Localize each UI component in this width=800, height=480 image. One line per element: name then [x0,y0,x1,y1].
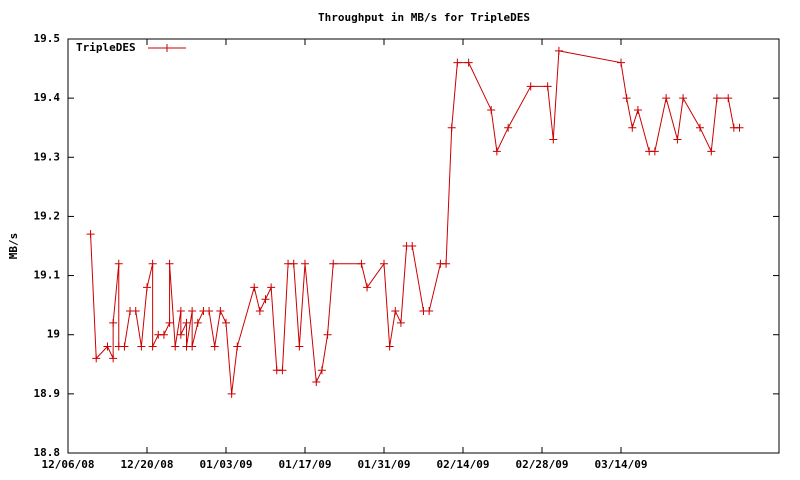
x-tick-label: 12/06/08 [42,458,95,471]
data-point [357,259,366,268]
data-point [109,318,118,327]
y-tick-label: 18.8 [34,446,61,459]
data-point [453,58,462,67]
data-point [92,354,101,363]
data-point [289,259,298,268]
data-point [210,342,219,351]
y-tick-label: 19.5 [34,32,61,45]
data-point [662,94,671,103]
data-point [171,342,180,351]
legend-marker [163,44,171,52]
data-point [735,123,744,132]
y-axis-label: MB/s [7,233,20,260]
data-point [255,307,264,316]
data-point [86,230,95,239]
data-point [227,389,236,398]
data-point [109,354,118,363]
data-point [267,283,276,292]
x-tick-label: 01/03/09 [200,458,253,471]
data-point [712,94,721,103]
data-point [408,242,417,250]
x-tick-label: 02/28/09 [516,458,569,471]
data-point [165,318,174,327]
data-point [165,259,174,268]
x-tick-label: 12/20/08 [121,458,174,471]
data-point [176,307,185,316]
data-point [329,259,338,268]
data-point [312,378,321,387]
data-point [188,307,197,316]
plot-border [67,38,780,454]
data-point [193,318,202,327]
x-tick-label: 01/17/09 [279,458,332,471]
data-line [90,50,740,394]
data-point [143,283,151,292]
data-point [120,342,129,351]
data-point [301,259,309,268]
data-point [114,259,123,268]
x-tick-label: 01/31/09 [358,458,411,471]
y-tick-label: 19.2 [34,209,61,222]
data-point [543,82,552,91]
y-tick-label: 18.9 [34,387,61,400]
data-point [622,94,631,103]
data-point [464,58,473,67]
data-point [396,318,405,327]
data-point [222,318,230,327]
x-tick-label: 03/14/09 [595,458,648,471]
data-point [442,259,451,268]
data-point [487,105,496,114]
data-point [323,330,332,339]
data-point [447,123,456,132]
data-point [425,307,434,316]
data-point [278,366,287,375]
data-point [103,342,112,351]
data-point [261,295,270,304]
data-point [250,283,259,292]
data-point [176,330,185,339]
data-point [216,307,225,316]
data-point [148,342,157,351]
data-point [205,307,214,316]
data-point [707,147,716,156]
legend-label: TripleDES [76,41,136,54]
data-point [633,105,642,114]
data-point [182,318,191,327]
x-tick-label: 02/14/09 [437,458,490,471]
data-point [617,58,625,67]
data-point [673,135,682,144]
data-point [549,135,558,144]
y-tick-label: 19.1 [34,269,61,282]
data-point [554,46,563,55]
data-point [148,259,157,268]
data-point [492,147,501,156]
data-point [696,123,704,132]
data-point [295,342,304,351]
data-point [679,94,688,103]
y-tick-label: 19 [47,328,60,341]
data-point [159,330,168,339]
data-point [380,259,388,268]
data-point [188,342,197,351]
data-point [137,342,146,351]
data-point [391,307,400,316]
data-point [131,307,140,316]
data-point [526,82,535,91]
data-point [724,94,733,103]
data-point [650,147,659,156]
data-point [363,283,372,292]
data-point [317,366,326,375]
data-point [504,123,513,132]
y-tick-label: 19.4 [34,91,61,104]
data-point [233,342,242,351]
chart-title: Throughput in MB/s for TripleDES [318,11,530,24]
data-point [628,123,637,132]
data-point [385,342,394,351]
y-tick-label: 19.3 [34,150,61,163]
